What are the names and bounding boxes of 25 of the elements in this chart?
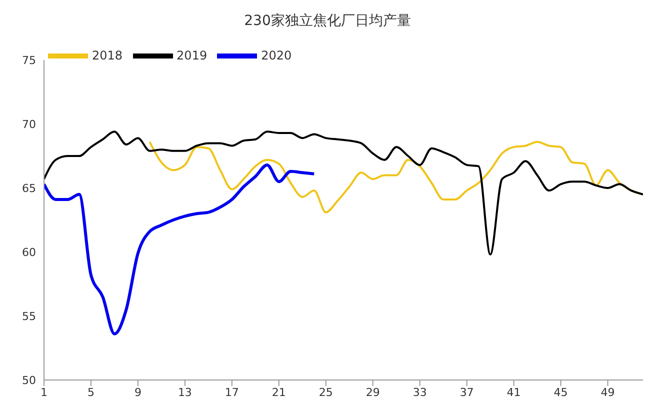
y-tick-label: 75 <box>22 54 36 67</box>
y-tick-label: 55 <box>22 310 36 323</box>
x-tick-label: 1 <box>40 386 48 399</box>
y-tick-label: 65 <box>22 182 36 195</box>
y-tick-label: 50 <box>22 374 36 387</box>
x-tick-label: 49 <box>600 386 615 399</box>
x-tick-label: 25 <box>318 386 333 399</box>
x-tick-label: 5 <box>87 386 94 399</box>
x-tick-label: 41 <box>506 386 521 399</box>
legend-label: 2020 <box>261 48 292 62</box>
x-tick-label: 17 <box>224 386 239 399</box>
y-tick-label: 60 <box>22 246 36 259</box>
x-tick-label: 37 <box>460 386 474 399</box>
legend-label: 2019 <box>176 48 208 62</box>
x-tick-label: 21 <box>272 386 286 399</box>
y-tick-label: 70 <box>22 118 36 131</box>
x-tick-label: 13 <box>178 386 192 399</box>
line-series <box>44 130 643 256</box>
x-tick-label: 29 <box>366 386 380 399</box>
x-tick-label: 45 <box>554 386 568 399</box>
x-tick-label: 9 <box>134 386 142 399</box>
chart-title: 230家独立焦化厂日均产量 <box>243 12 412 30</box>
line-series <box>44 163 316 336</box>
legend-label: 2018 <box>92 48 123 62</box>
x-tick-label: 33 <box>412 386 427 399</box>
